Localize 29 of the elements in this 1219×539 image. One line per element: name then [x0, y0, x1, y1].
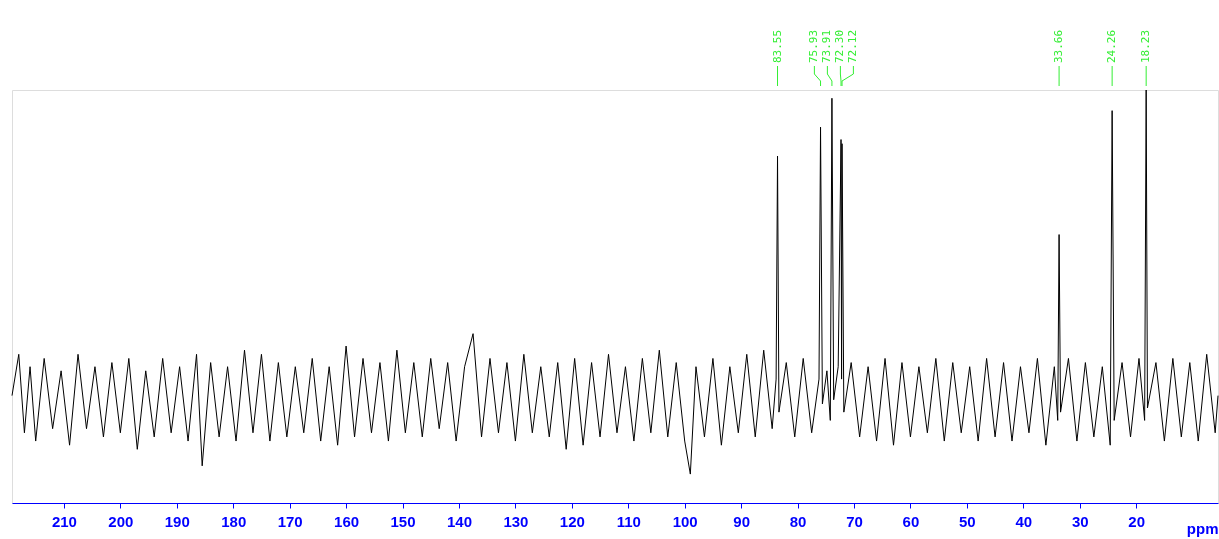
x-tick-label: 50: [959, 512, 976, 530]
annotation: 73.91: [820, 29, 834, 63]
x-tick-label: 170: [277, 512, 303, 530]
x-tick-label: 160: [334, 512, 360, 530]
annotation: 24.26: [1105, 29, 1119, 63]
annotation: 72.12: [846, 29, 860, 63]
annotation: 33.66: [1052, 29, 1066, 63]
x-tick-label: 130: [503, 512, 529, 530]
x-tick-label: 200: [108, 512, 134, 530]
annotation: 18.23: [1139, 29, 1153, 63]
x-tick-label: 210: [51, 512, 77, 530]
x-tick-label: 60: [902, 512, 920, 530]
annotation: 72.30: [833, 29, 847, 63]
x-tick-label: 80: [789, 512, 807, 530]
annotation: 83.55: [770, 29, 784, 63]
x-tick-label: 20: [1128, 512, 1146, 530]
x-tick-label: 70: [846, 512, 863, 530]
x-tick-label: 110: [616, 512, 641, 530]
x-tick-label: 120: [559, 512, 585, 530]
x-tick-label: 190: [164, 512, 190, 530]
x-tick-label: 180: [221, 512, 247, 530]
x-tick-label: 40: [1015, 512, 1033, 530]
x-tick-label: 90: [733, 512, 750, 530]
x-axis-title: ppm: [1186, 519, 1219, 537]
x-tick-label: 150: [390, 512, 416, 530]
x-tick-label: 100: [672, 512, 698, 530]
x-tick-label: 140: [446, 512, 472, 530]
annotation: 75.93: [807, 29, 821, 63]
x-tick-label: 30: [1071, 512, 1089, 530]
